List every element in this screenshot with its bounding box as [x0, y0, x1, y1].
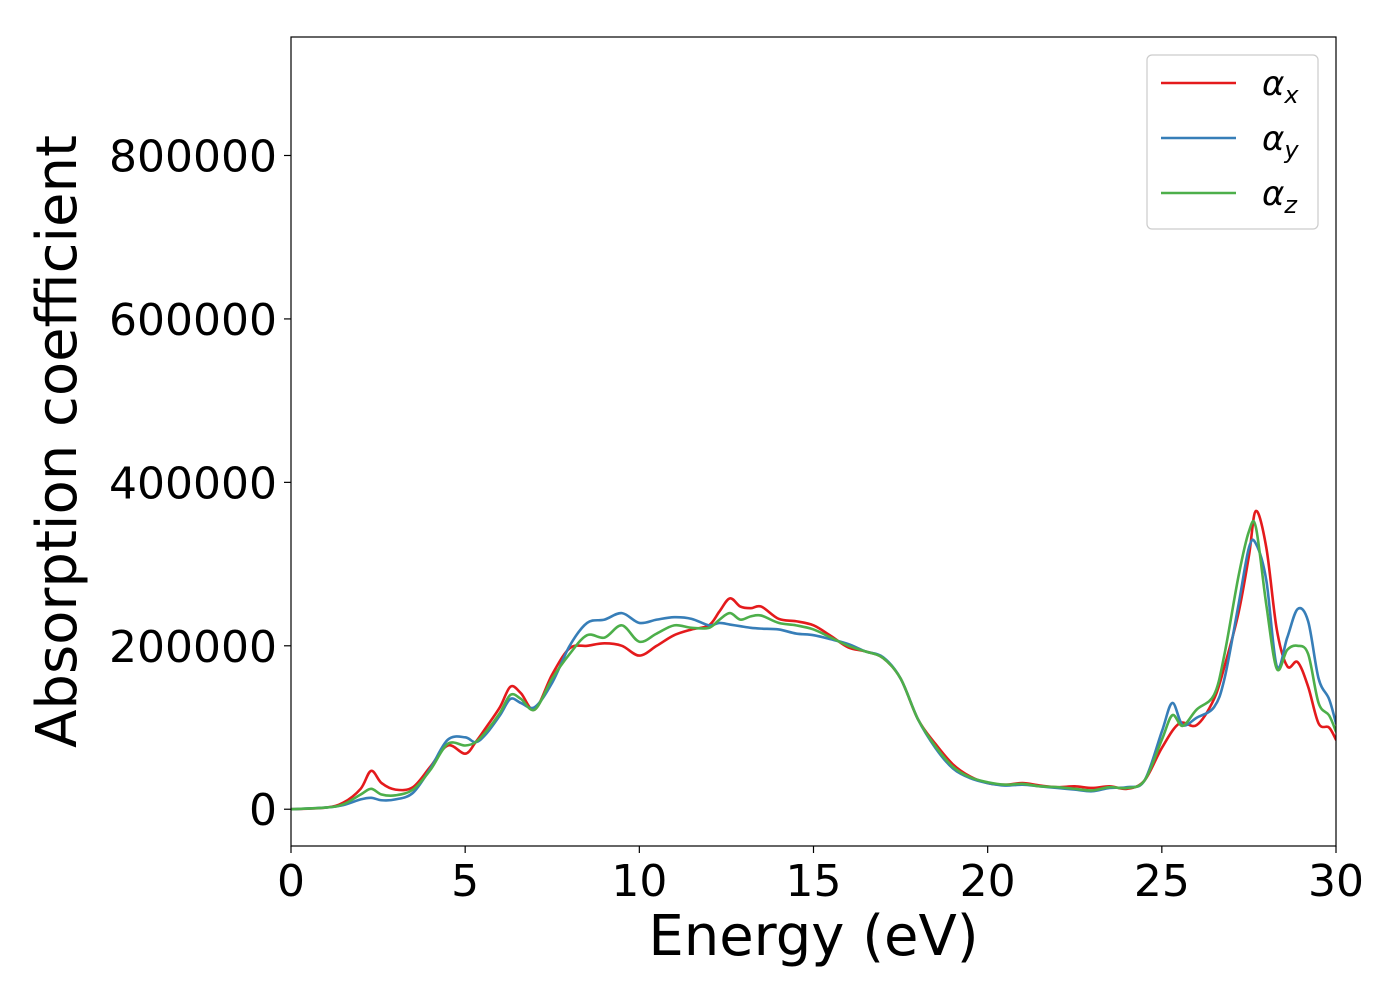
x-tick-label: 0	[277, 856, 305, 907]
x-tick-label: 15	[786, 856, 842, 907]
x-tick-label: 20	[960, 856, 1016, 907]
y-axis-title: Absorption coefficient	[25, 135, 90, 748]
y-tick-label: 400000	[109, 458, 277, 509]
series-layer	[291, 509, 1336, 811]
x-axis-title: Energy (eV)	[648, 904, 978, 969]
y-tick-label: 600000	[109, 295, 277, 346]
legend-box	[1146, 54, 1319, 230]
series-line-z	[291, 519, 1336, 811]
y-axis: 0 200000 400000 600000 800000	[109, 131, 291, 836]
y-tick-label: 200000	[109, 622, 277, 673]
x-tick-label: 25	[1134, 856, 1190, 907]
x-tick-label: 10	[611, 856, 667, 907]
x-tick-label: 30	[1308, 856, 1364, 907]
y-tick-label: 0	[249, 785, 277, 836]
y-tick-label: 800000	[109, 131, 277, 182]
legend-label-z: αz	[1262, 174, 1298, 219]
x-axis: 0 5 10 15 20 25 30	[277, 846, 1364, 907]
legend: αx αy αz	[1146, 54, 1319, 230]
x-tick-label: 5	[451, 856, 479, 907]
legend-label-y: αy	[1262, 119, 1299, 164]
legend-label-x: αx	[1262, 64, 1299, 109]
series-line-x	[291, 509, 1336, 811]
